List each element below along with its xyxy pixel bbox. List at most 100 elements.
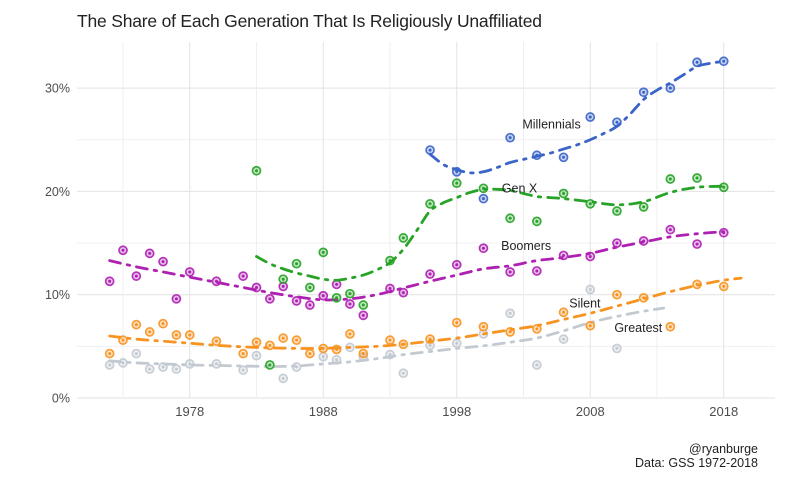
chart-title: The Share of Each Generation That Is Rel… (77, 11, 542, 31)
data-point-core-greatest (321, 355, 325, 359)
data-point-core-silent (535, 327, 539, 331)
data-point-core-greatest (335, 358, 339, 362)
y-tick-label: 20% (45, 185, 70, 199)
data-point-core-greatest (535, 363, 539, 367)
data-point-core-silent (134, 323, 138, 327)
data-point-core-gen-x (321, 250, 325, 254)
data-point-core-greatest (255, 354, 258, 358)
data-point-core-millennials (695, 60, 699, 64)
data-point-core-greatest (161, 365, 165, 369)
data-point-core-boomers (428, 272, 432, 276)
data-point-core-boomers (508, 270, 512, 274)
data-point-core-silent (668, 325, 672, 329)
x-tick-label: 1998 (442, 404, 471, 419)
data-point-core-gen-x (295, 262, 299, 266)
data-point-core-gen-x (508, 216, 512, 220)
data-point-core-greatest (108, 363, 112, 367)
data-point-core-boomers (321, 294, 325, 298)
data-point-core-silent (255, 340, 258, 344)
data-point-core-boomers (268, 297, 272, 301)
data-point-core-silent (174, 333, 178, 337)
data-source: Data: GSS 1972-2018 (635, 456, 758, 471)
data-point-core-gen-x (535, 219, 539, 223)
data-point-core-silent (214, 339, 218, 343)
data-point-core-silent (642, 296, 646, 300)
data-point-core-boomers (148, 251, 152, 255)
data-point-core-greatest (508, 311, 512, 315)
data-point-core-millennials (562, 155, 566, 159)
series-label-greatest: Greatest (614, 321, 662, 335)
data-point-core-boomers (668, 228, 672, 232)
data-point-core-greatest (214, 362, 218, 366)
data-point-core-silent (562, 310, 566, 314)
data-point-core-greatest (241, 368, 245, 372)
data-point-core-silent (695, 282, 699, 286)
data-point-core-boomers (481, 246, 485, 250)
series-label-millennials: Millennials (522, 117, 580, 131)
data-point-core-millennials (508, 136, 512, 140)
data-point-core-boomers (562, 253, 566, 257)
trend-line-boomers (108, 230, 726, 302)
data-point-core-gen-x (388, 259, 392, 263)
data-point-core-silent (335, 347, 339, 351)
data-point-core-gen-x (348, 292, 352, 296)
data-point-core-silent (188, 333, 192, 337)
data-point-core-gen-x (361, 303, 365, 307)
data-point-core-gen-x (722, 185, 726, 189)
data-point-core-millennials (455, 170, 459, 174)
data-point-core-boomers (388, 287, 392, 291)
data-point-core-gen-x (255, 169, 258, 173)
data-point-core-boomers (588, 254, 592, 258)
data-point-core-boomers (308, 303, 312, 307)
data-point-core-silent (455, 321, 459, 325)
data-point-core-boomers (214, 279, 218, 283)
trend-line-greatest (108, 306, 666, 368)
data-point-core-boomers (161, 260, 165, 264)
data-point-core-boomers (295, 299, 299, 303)
data-point-core-greatest (588, 288, 592, 292)
data-point-core-boomers (134, 274, 138, 278)
trend-line-gen-x (255, 184, 726, 282)
data-point-core-silent (348, 332, 352, 336)
data-point-core-gen-x (268, 363, 272, 367)
data-point-core-silent (281, 336, 285, 340)
data-point-core-silent (722, 284, 726, 288)
data-point-core-boomers (108, 279, 112, 283)
data-point-core-gen-x (401, 236, 405, 240)
data-point-core-silent (161, 322, 165, 326)
data-point-core-greatest (148, 367, 152, 371)
trend-line-millennials (428, 59, 726, 175)
data-point-core-silent (295, 338, 299, 342)
data-point-core-boomers (455, 263, 459, 267)
series-label-boomers: Boomers (501, 239, 551, 253)
data-point-core-greatest (174, 367, 178, 371)
chart-footer: @ryanburge Data: GSS 1972-2018 (635, 442, 758, 472)
data-point-core-silent (308, 352, 312, 356)
data-point-core-boomers (348, 302, 352, 306)
data-point-core-millennials (535, 153, 539, 157)
data-point-core-silent (401, 342, 405, 346)
data-point-core-greatest (188, 362, 192, 366)
data-point-core-silent (508, 330, 512, 334)
data-point-core-gen-x (281, 277, 285, 281)
data-point-core-silent (268, 343, 272, 347)
data-point-core-gen-x (642, 205, 646, 209)
data-point-core-boomers (722, 231, 726, 235)
x-tick-label: 2018 (709, 404, 738, 419)
data-point-core-boomers (335, 282, 339, 286)
data-point-core-gen-x (668, 177, 672, 181)
data-point-core-greatest (455, 341, 459, 345)
data-point-core-gen-x (615, 209, 619, 213)
data-point-core-gen-x (428, 202, 432, 206)
data-point-core-millennials (428, 148, 432, 152)
data-point-core-boomers (361, 313, 365, 317)
data-point-core-silent (148, 330, 152, 334)
data-point-core-millennials (615, 120, 619, 124)
data-point-core-silent (241, 352, 245, 356)
data-point-core-silent (388, 338, 392, 342)
data-point-core-millennials (722, 59, 726, 63)
data-point-core-greatest (121, 361, 125, 365)
data-point-core-boomers (695, 242, 699, 246)
